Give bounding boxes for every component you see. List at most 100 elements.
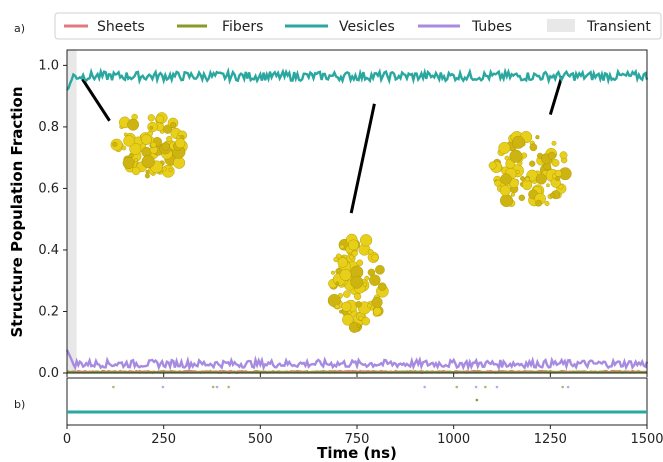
cluster-bead <box>122 157 135 169</box>
cluster-bead <box>166 135 173 143</box>
cluster-bead <box>348 239 359 251</box>
cluster-bead <box>371 296 383 308</box>
cluster-bead <box>378 282 387 291</box>
lower-fiber-dot <box>475 398 479 402</box>
inset-cluster-left <box>110 112 188 179</box>
cluster-bead <box>358 315 364 321</box>
inset-cluster-middle <box>327 233 389 333</box>
inset-pointer-cluster-middle <box>349 103 376 214</box>
cluster-bead <box>544 200 550 206</box>
cluster-bead <box>131 166 141 176</box>
inset-pointer-cluster-right <box>548 75 564 116</box>
cluster-bead <box>500 193 514 207</box>
lower-event-dot <box>423 385 426 389</box>
cluster-bead <box>369 274 381 286</box>
lower-event-dot <box>455 385 459 389</box>
panel-label-b: b) <box>14 398 25 411</box>
cluster-bead <box>551 140 557 146</box>
cluster-bead <box>372 306 382 316</box>
cluster-bead <box>362 282 368 287</box>
lower-event-dot <box>161 385 165 389</box>
legend-swatch-transient <box>547 19 575 32</box>
cluster-bead <box>121 145 127 151</box>
lower-event-dot <box>495 385 499 389</box>
cluster-bead <box>334 304 340 309</box>
cluster-bead <box>144 173 150 179</box>
cluster-bead <box>535 135 540 140</box>
cluster-bead <box>168 167 173 172</box>
cluster-bead <box>339 244 345 250</box>
cluster-bead <box>339 268 352 281</box>
cluster-bead <box>351 250 358 257</box>
lower-event-dot <box>215 385 219 389</box>
cluster-bead <box>529 143 538 152</box>
x-tick-label: 1250 <box>534 432 567 447</box>
y-tick-label: 0.2 <box>38 304 59 319</box>
inset-pointer-cluster-left <box>81 78 111 122</box>
x-axis-label: Time (ns) <box>317 444 397 462</box>
lower-event-dot <box>211 385 215 389</box>
cluster-bead <box>555 176 561 182</box>
y-tick-label: 1.0 <box>38 58 59 73</box>
lower-event-dot <box>484 385 487 389</box>
x-tick-label: 750 <box>345 432 370 447</box>
cluster-bead <box>509 149 523 163</box>
legend-label-sheets: Sheets <box>97 19 145 35</box>
legend-frame <box>54 12 662 40</box>
y-tick-label: 0.6 <box>38 181 59 196</box>
cluster-bead <box>559 151 568 160</box>
cluster-bead <box>123 132 128 137</box>
cluster-bead <box>361 317 371 326</box>
cluster-bead <box>551 158 560 167</box>
series-line-tubes <box>65 349 649 372</box>
cluster-bead <box>349 254 354 260</box>
panel-label-a: a) <box>14 22 25 35</box>
cluster-bead <box>331 270 336 275</box>
cluster-bead <box>161 142 170 151</box>
cluster-bead <box>535 173 547 185</box>
cluster-bead <box>520 176 525 181</box>
lower-event-dot <box>566 385 570 389</box>
x-tick-label: 1000 <box>437 432 470 447</box>
cluster-bead <box>170 121 177 129</box>
cluster-bead <box>161 166 167 172</box>
cluster-bead <box>173 156 186 169</box>
x-tick-label: 0 <box>63 432 71 447</box>
cluster-bead <box>129 142 142 155</box>
cluster-bead <box>554 169 563 178</box>
cluster-bead <box>133 158 138 163</box>
legend: Sheets Fibers Vesicles Tubes Transient <box>54 12 662 40</box>
cluster-bead <box>112 141 118 147</box>
cluster-bead <box>522 180 533 191</box>
cluster-bead <box>350 275 364 289</box>
cluster-bead <box>155 114 164 124</box>
cluster-bead <box>499 185 511 196</box>
cluster-bead <box>547 151 556 160</box>
cluster-bead <box>141 155 155 169</box>
y-tick-label: 0.4 <box>38 243 59 258</box>
transient-band <box>67 50 77 373</box>
cluster-bead <box>510 192 516 197</box>
cluster-bead <box>367 248 374 255</box>
cluster-bead <box>360 234 373 247</box>
x-tick-label: 1500 <box>630 432 663 447</box>
cluster-bead <box>141 134 152 145</box>
cluster-bead <box>342 314 354 326</box>
cluster-bead <box>511 135 525 149</box>
cluster-bead <box>498 141 511 154</box>
cluster-bead <box>150 141 157 148</box>
cluster-bead <box>343 290 351 298</box>
cluster-bead <box>529 160 536 167</box>
series-line-vesicles <box>66 66 649 91</box>
cluster-bead <box>337 257 348 268</box>
cluster-bead <box>341 301 352 312</box>
cluster-bead <box>546 183 550 188</box>
cluster-bead <box>355 301 362 308</box>
cluster-bead <box>145 169 150 174</box>
y-tick-label: 0.0 <box>38 366 59 381</box>
cluster-bead <box>356 259 364 267</box>
cluster-bead <box>123 135 135 147</box>
legend-label-transient: Transient <box>586 19 651 35</box>
cluster-bead <box>127 118 140 131</box>
